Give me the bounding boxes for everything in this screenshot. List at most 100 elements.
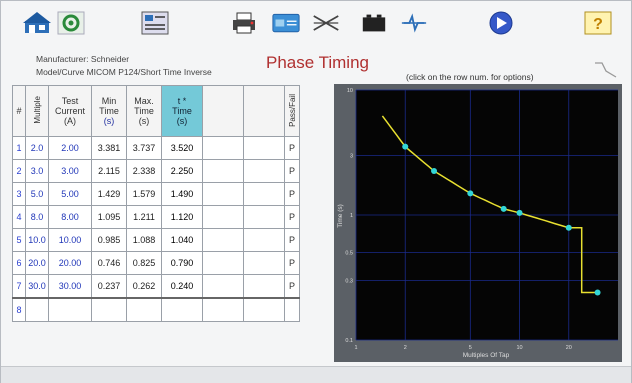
row-number[interactable]: 7 bbox=[12, 274, 26, 299]
run-play-icon[interactable] bbox=[487, 11, 515, 35]
test-plan-icon[interactable] bbox=[141, 11, 169, 35]
manufacturer-value: Schneider bbox=[90, 54, 130, 64]
waveform-icon[interactable] bbox=[400, 11, 428, 35]
data-point bbox=[565, 224, 572, 231]
data-point bbox=[500, 205, 507, 212]
x-tick-label: 5 bbox=[469, 345, 472, 351]
col-time-header[interactable]: t * Time (s) bbox=[161, 85, 203, 137]
pass-fail-cell: P bbox=[284, 251, 300, 275]
empty-cell bbox=[243, 297, 285, 322]
series-line bbox=[381, 115, 598, 294]
col-empty-header-2 bbox=[243, 85, 285, 137]
test-current-cell[interactable]: 3.00 bbox=[48, 159, 92, 183]
table-row[interactable]: 7 30.0 30.00 0.237 0.262 0.240 P bbox=[12, 274, 300, 299]
data-point bbox=[594, 289, 601, 296]
empty-cell bbox=[243, 228, 285, 252]
table-row[interactable]: 5 10.0 10.00 0.985 1.088 1.040 P bbox=[12, 228, 300, 252]
y-tick-label: 0.3 bbox=[345, 278, 353, 284]
empty-cell bbox=[243, 274, 285, 299]
corner-wave-icon bbox=[594, 59, 618, 84]
table-row[interactable]: 4 8.0 8.00 1.095 1.211 1.120 P bbox=[12, 205, 300, 229]
table-row[interactable]: 8 bbox=[12, 297, 300, 322]
test-current-cell[interactable]: 8.00 bbox=[48, 205, 92, 229]
multiple-cell[interactable] bbox=[25, 297, 49, 322]
data-point bbox=[402, 143, 409, 150]
x-tick-label: 20 bbox=[566, 345, 572, 351]
time-cell: 0.790 bbox=[161, 251, 203, 275]
empty-cell bbox=[202, 182, 244, 206]
empty-cell bbox=[202, 251, 244, 275]
min-time-cell bbox=[91, 297, 127, 322]
empty-cell bbox=[243, 251, 285, 275]
row-number[interactable]: 3 bbox=[12, 182, 26, 206]
row-number[interactable]: 2 bbox=[12, 159, 26, 183]
max-time-cell bbox=[126, 297, 162, 322]
y-tick-label: 10 bbox=[347, 88, 353, 94]
multiple-cell[interactable]: 2.0 bbox=[25, 136, 49, 160]
x-tick-label: 1 bbox=[354, 345, 357, 351]
time-cell: 1.490 bbox=[161, 182, 203, 206]
pass-fail-cell: P bbox=[284, 205, 300, 229]
manufacturer-label: Manufacturer: bbox=[36, 54, 89, 64]
data-point bbox=[467, 190, 474, 197]
col-pass-fail-header: Pass/Fail bbox=[284, 85, 300, 137]
empty-cell bbox=[202, 159, 244, 183]
table-row[interactable]: 2 3.0 3.00 2.115 2.338 2.250 P bbox=[12, 159, 300, 183]
y-tick-label: 0.5 bbox=[345, 251, 353, 257]
model-value: MICOM P124/Short Time Inverse bbox=[86, 67, 212, 77]
multiple-cell[interactable]: 8.0 bbox=[25, 205, 49, 229]
test-current-cell[interactable]: 5.00 bbox=[48, 182, 92, 206]
col-num-header: # bbox=[12, 85, 26, 137]
multiple-cell[interactable]: 10.0 bbox=[25, 228, 49, 252]
card-icon[interactable] bbox=[272, 11, 300, 35]
empty-cell bbox=[202, 136, 244, 160]
table-row[interactable]: 6 20.0 20.00 0.746 0.825 0.790 P bbox=[12, 251, 300, 275]
crossed-lines-icon[interactable] bbox=[312, 11, 340, 35]
pass-fail-cell bbox=[284, 297, 300, 322]
multiple-cell[interactable]: 5.0 bbox=[25, 182, 49, 206]
max-time-cell: 1.579 bbox=[126, 182, 162, 206]
table-row[interactable]: 1 2.0 2.00 3.381 3.737 3.520 P bbox=[12, 136, 300, 160]
row-number[interactable]: 8 bbox=[12, 297, 26, 322]
y-tick-label: 3 bbox=[350, 153, 353, 159]
min-time-cell: 3.381 bbox=[91, 136, 127, 160]
home-icon[interactable] bbox=[23, 11, 51, 35]
empty-cell bbox=[202, 274, 244, 299]
test-current-cell[interactable]: 2.00 bbox=[48, 136, 92, 160]
battery-icon[interactable] bbox=[360, 11, 388, 35]
settings-gear-icon[interactable] bbox=[57, 11, 85, 35]
test-current-cell[interactable]: 20.00 bbox=[48, 251, 92, 275]
row-number[interactable]: 1 bbox=[12, 136, 26, 160]
col-multiple-header: Multiple bbox=[25, 85, 49, 137]
model-line: Model/Curve MICOM P124/Short Time Invers… bbox=[36, 67, 212, 77]
time-cell: 0.240 bbox=[161, 274, 203, 299]
x-tick-label: 10 bbox=[516, 345, 522, 351]
row-number[interactable]: 6 bbox=[12, 251, 26, 275]
empty-cell bbox=[243, 182, 285, 206]
max-time-cell: 0.825 bbox=[126, 251, 162, 275]
help-icon[interactable]: ? bbox=[584, 11, 612, 35]
multiple-cell[interactable]: 30.0 bbox=[25, 274, 49, 299]
y-tick-label: 1 bbox=[350, 213, 353, 219]
y-tick-label: 0.1 bbox=[345, 338, 353, 344]
col-test-current-header: Test Current (A) bbox=[48, 85, 92, 137]
timing-table: # Multiple Test Current (A) Min Time (s)… bbox=[12, 85, 300, 322]
help-label: ? bbox=[593, 16, 603, 33]
print-icon[interactable] bbox=[230, 11, 258, 35]
data-point bbox=[431, 167, 438, 174]
multiple-cell[interactable]: 3.0 bbox=[25, 159, 49, 183]
col-empty-header-1 bbox=[202, 85, 244, 137]
row-number[interactable]: 4 bbox=[12, 205, 26, 229]
row-number[interactable]: 5 bbox=[12, 228, 26, 252]
chart-svg: 10 3 1 0.5 0.3 0.1 1 2 5 10 20 Time (s) Multiples… bbox=[337, 88, 618, 359]
table-row[interactable]: 3 5.0 5.00 1.429 1.579 1.490 P bbox=[12, 182, 300, 206]
status-bar bbox=[1, 366, 631, 383]
empty-cell bbox=[202, 228, 244, 252]
test-current-cell[interactable]: 10.00 bbox=[48, 228, 92, 252]
empty-cell bbox=[202, 205, 244, 229]
test-current-cell[interactable]: 30.00 bbox=[48, 274, 92, 299]
test-current-cell[interactable] bbox=[48, 297, 92, 322]
multiple-cell[interactable]: 20.0 bbox=[25, 251, 49, 275]
col-min-time-header: Min Time (s) bbox=[91, 85, 127, 137]
